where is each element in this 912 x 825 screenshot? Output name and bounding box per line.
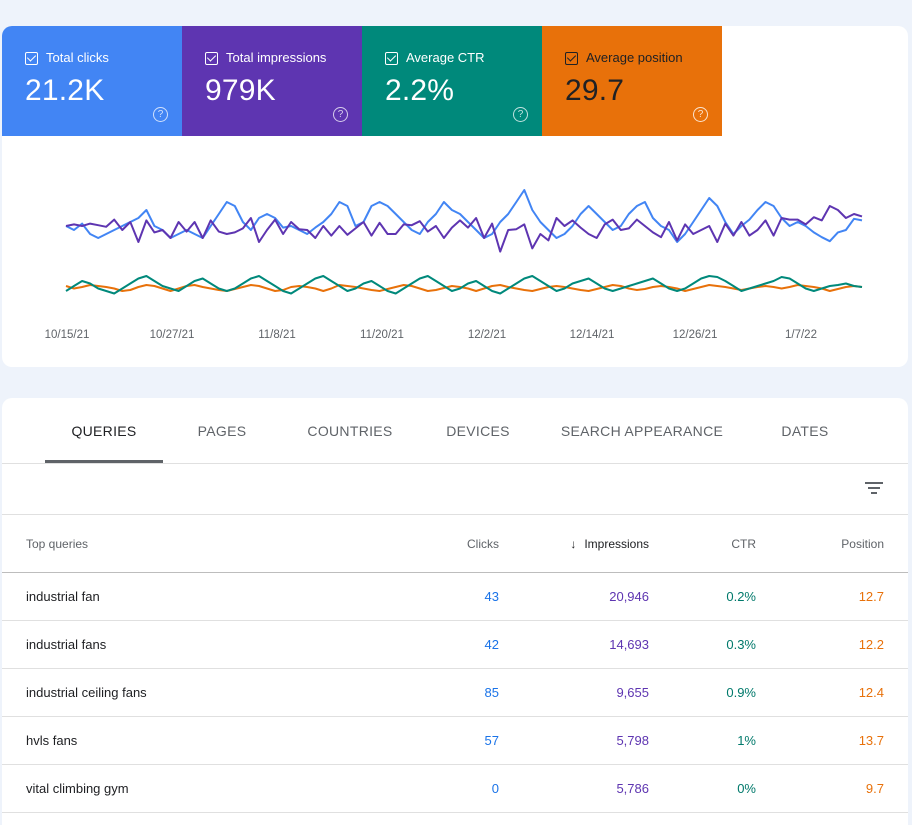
metric-value: 21.2K: [25, 74, 105, 107]
metric-label: Total impressions: [226, 50, 327, 65]
ctr-cell: 0%: [737, 781, 756, 796]
table-row[interactable]: vital climbing gym 0 5,786 0% 9.7: [2, 765, 908, 813]
x-axis-ticks: 10/15/21 10/27/21 11/8/21 11/20/21 12/2/21 12…: [45, 329, 817, 341]
position-cell: 9.7: [865, 781, 884, 796]
active-tab-indicator: [45, 460, 163, 463]
impressions-cell: 14,693: [609, 637, 649, 652]
clicks-cell: 42: [484, 637, 499, 652]
metric-cards: Total clicks 21.2K ? Total impressions 9…: [2, 26, 722, 136]
table-row[interactable]: hvls fans 57 5,798 1% 13.7: [2, 717, 908, 765]
x-tick-label: 11/8/21: [258, 329, 296, 341]
table-row[interactable]: industrial ceiling fans 85 9,655 0.9% 12…: [2, 669, 908, 717]
metric-value: 2.2%: [385, 74, 455, 107]
checkbox-icon[interactable]: [565, 52, 578, 65]
metric-value: 29.7: [565, 74, 625, 107]
tab-search-appearance[interactable]: SEARCH APPEARANCE: [560, 423, 724, 439]
x-tick-label: 1/7/22: [785, 329, 817, 341]
table-row[interactable]: industrial fan 43 20,946 0.2% 12.7: [2, 573, 908, 621]
performance-card: 10/15/21 10/27/21 11/8/21 11/20/21 12/2/21 12…: [2, 26, 908, 367]
ctr-cell: 0.9%: [726, 685, 756, 700]
query-cell: vital climbing gym: [26, 781, 129, 796]
tab-countries[interactable]: COUNTRIES: [307, 423, 393, 439]
clicks-cell: 43: [484, 589, 499, 604]
header-clicks[interactable]: Clicks: [467, 537, 499, 551]
impressions-cell: 5,798: [616, 733, 649, 748]
metric-average-position[interactable]: Average position 29.7 ?: [542, 26, 722, 136]
x-tick-label: 11/20/21: [360, 329, 404, 341]
help-icon[interactable]: ?: [333, 107, 348, 122]
table-row[interactable]: industrial fans 42 14,693 0.3% 12.2: [2, 621, 908, 669]
header-ctr[interactable]: CTR: [731, 537, 756, 551]
position-cell: 12.2: [858, 637, 884, 652]
clicks-cell: 0: [491, 781, 499, 796]
checkbox-icon[interactable]: [205, 52, 218, 65]
impressions-cell: 9,655: [616, 685, 649, 700]
filter-bar: [2, 464, 908, 515]
help-icon[interactable]: ?: [153, 107, 168, 122]
metric-average-ctr[interactable]: Average CTR 2.2% ?: [362, 26, 542, 136]
x-tick-label: 12/2/21: [468, 329, 506, 341]
dimension-tabs: QUERIES PAGES COUNTRIES DEVICES SEARCH A…: [2, 398, 908, 464]
header-position[interactable]: Position: [841, 537, 884, 551]
performance-chart: 10/15/21 10/27/21 11/8/21 11/20/21 12/2/21 12…: [45, 189, 863, 341]
ctr-cell: 0.3%: [726, 637, 756, 652]
help-icon[interactable]: ?: [513, 107, 528, 122]
x-tick-label: 10/15/21: [45, 329, 90, 341]
chart-lines: [65, 189, 863, 295]
table-header: Top queries Clicks ↓ Impressions CTR Posi…: [2, 516, 908, 573]
x-tick-label: 12/26/21: [673, 329, 718, 341]
impressions-cell: 20,946: [609, 589, 649, 604]
tab-pages[interactable]: PAGES: [197, 423, 247, 439]
clicks-cell: 85: [484, 685, 499, 700]
metric-total-clicks[interactable]: Total clicks 21.2K ?: [2, 26, 182, 136]
report-table-card: QUERIES PAGES COUNTRIES DEVICES SEARCH A…: [2, 398, 908, 825]
header-impressions[interactable]: ↓ Impressions: [570, 516, 649, 573]
tab-dates[interactable]: DATES: [781, 423, 829, 439]
query-cell: hvls fans: [26, 733, 78, 748]
metric-label: Total clicks: [46, 50, 109, 65]
metric-label: Average CTR: [406, 50, 485, 65]
x-tick-label: 12/14/21: [570, 329, 615, 341]
metric-value: 979K: [205, 74, 276, 107]
ctr-cell: 0.2%: [726, 589, 756, 604]
series-line-average-position: [65, 284, 863, 292]
x-tick-label: 10/27/21: [150, 329, 195, 341]
checkbox-icon[interactable]: [25, 52, 38, 65]
ctr-cell: 1%: [737, 733, 756, 748]
tab-queries[interactable]: QUERIES: [71, 423, 137, 439]
header-top-queries: Top queries: [26, 537, 89, 551]
position-cell: 12.7: [858, 589, 884, 604]
query-cell: industrial fans: [26, 637, 107, 652]
query-cell: industrial fan: [26, 589, 100, 604]
help-icon[interactable]: ?: [693, 107, 708, 122]
impressions-cell: 5,786: [616, 781, 649, 796]
clicks-cell: 57: [484, 733, 499, 748]
metric-total-impressions[interactable]: Total impressions 979K ?: [182, 26, 362, 136]
tab-devices[interactable]: DEVICES: [446, 423, 510, 439]
filter-icon[interactable]: [864, 478, 884, 498]
header-impressions-label: Impressions: [584, 537, 649, 551]
series-line-total-clicks: [65, 189, 863, 243]
position-cell: 12.4: [858, 685, 884, 700]
sort-down-icon: ↓: [570, 537, 577, 551]
checkbox-icon[interactable]: [385, 52, 398, 65]
series-line-total-impressions: [65, 205, 863, 253]
series-line-average-ctr: [65, 275, 863, 295]
position-cell: 13.7: [858, 733, 884, 748]
metric-label: Average position: [586, 50, 683, 65]
query-cell: industrial ceiling fans: [26, 685, 147, 700]
